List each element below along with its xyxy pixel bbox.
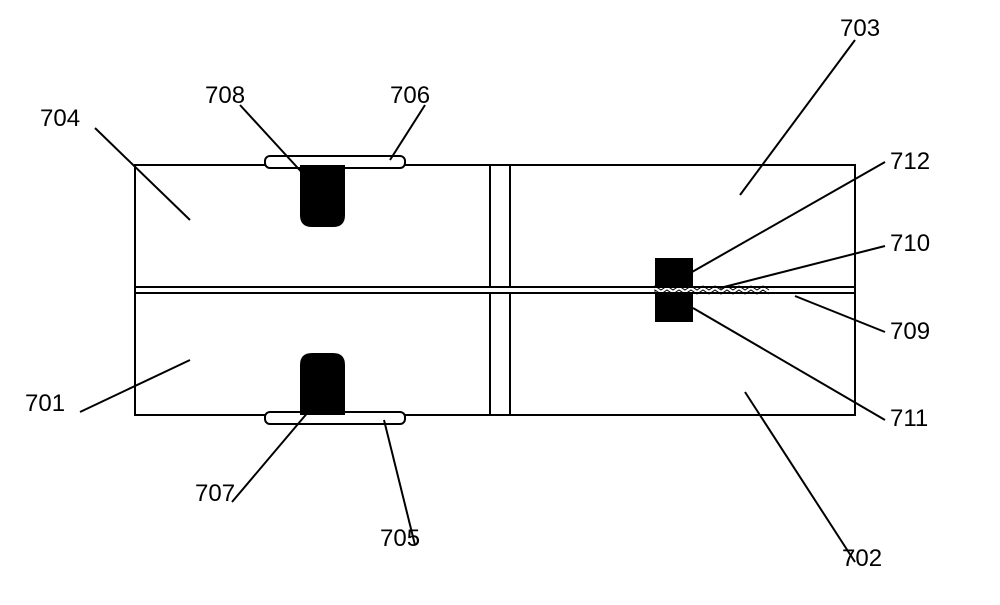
label-709: 709	[890, 318, 930, 346]
label-708: 708	[205, 82, 245, 110]
label-703: 703	[840, 15, 880, 43]
diagram-svg	[0, 0, 1000, 605]
label-702: 702	[842, 545, 882, 573]
label-704: 704	[40, 105, 80, 133]
label-712: 712	[890, 148, 930, 176]
label-706: 706	[390, 82, 430, 110]
label-705: 705	[380, 525, 420, 553]
label-711: 711	[890, 405, 928, 433]
label-707: 707	[195, 480, 235, 508]
label-701: 701	[25, 390, 65, 418]
label-710: 710	[890, 230, 930, 258]
